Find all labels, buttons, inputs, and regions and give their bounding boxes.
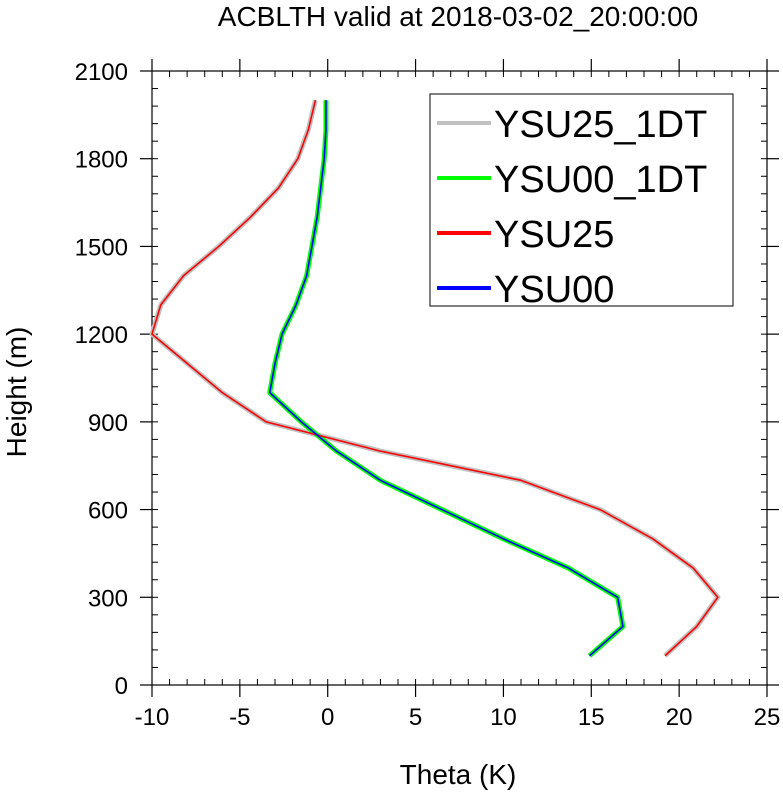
legend-label: YSU00_1DT [494, 159, 707, 201]
x-tick-label: -5 [229, 704, 250, 731]
y-tick-label: 1800 [75, 147, 128, 174]
x-tick-label: -10 [135, 704, 170, 731]
legend-label: YSU25_1DT [494, 104, 707, 146]
plot-area: -10 -5 0 5 10 15 20 25 0 300 600 900 1200 1500 1800 210… [75, 59, 781, 731]
series-line-ysu25 [151, 100, 719, 657]
x-tick-label: 20 [666, 704, 693, 731]
x-tick-label: 25 [754, 704, 781, 731]
plot-frame [151, 70, 768, 686]
y-axis-title: Height (m) [1, 327, 32, 458]
x-tick-label: 5 [409, 704, 422, 731]
x-tick-label: 15 [578, 704, 605, 731]
legend-label: YSU00 [494, 269, 614, 311]
y-tick-label: 300 [88, 585, 128, 612]
y-tick-label: 1200 [75, 322, 128, 349]
x-tick-label: 0 [321, 704, 334, 731]
y-tick-label: 600 [88, 498, 128, 525]
legend-box [429, 93, 734, 307]
x-axis-title: Theta (K) [400, 759, 517, 790]
series-line-ysu00 [268, 100, 624, 657]
y-tick-label: 1500 [75, 234, 128, 261]
y-tick-label: 0 [115, 673, 128, 700]
y-tick-label: 900 [88, 410, 128, 437]
x-tick-label: 10 [490, 704, 517, 731]
legend-label: YSU25 [494, 214, 614, 256]
legend: YSU25_1DT YSU00_1DT YSU25 YSU00 [429, 93, 734, 311]
chart-title: ACBLTH valid at 2018-03-02_20:00:00 [218, 1, 698, 32]
y-tick-label: 2100 [75, 59, 128, 86]
